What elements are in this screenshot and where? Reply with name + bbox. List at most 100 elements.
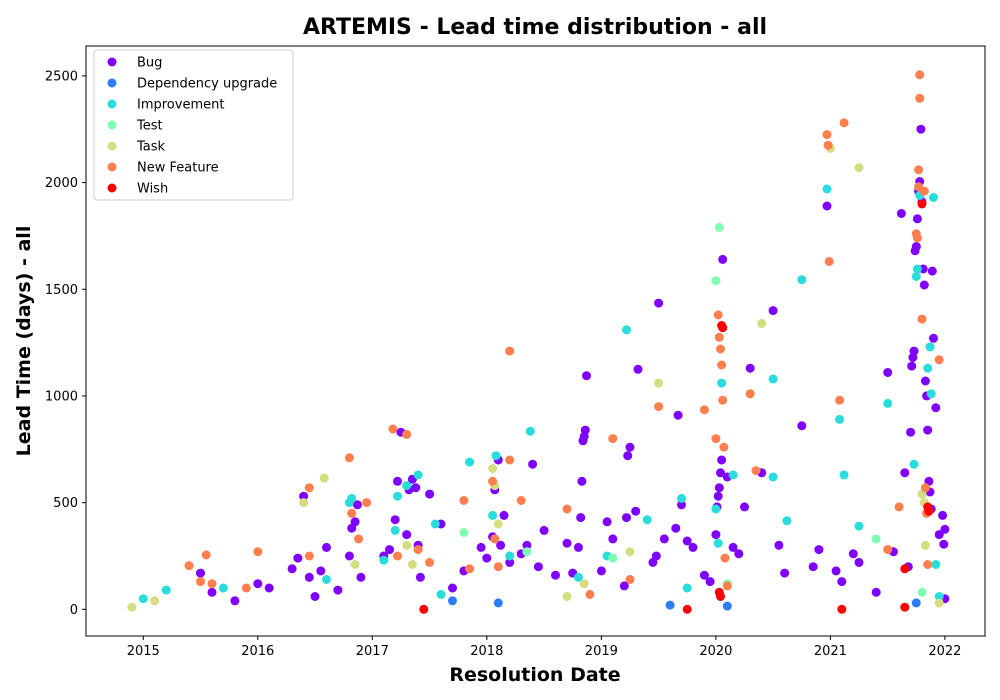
data-point [714, 222, 724, 232]
data-point [415, 572, 425, 582]
y-tick-label: 1000 [45, 389, 78, 404]
data-point [929, 333, 938, 343]
data-point [562, 504, 572, 514]
data-point [722, 601, 732, 611]
data-point [919, 280, 929, 290]
y-axis: 0 500 1000 1500 2000 2500 [45, 69, 86, 618]
legend-marker [107, 120, 117, 130]
data-point [551, 570, 560, 580]
data-point [728, 470, 738, 480]
data-point [713, 310, 723, 320]
data-point [407, 560, 417, 569]
data-point [705, 577, 715, 587]
data-point [347, 493, 357, 503]
data-point [402, 429, 412, 439]
data-point [493, 598, 503, 608]
plot-marks [127, 70, 950, 614]
data-point [671, 523, 681, 533]
data-point [915, 93, 925, 103]
data-point [253, 579, 263, 589]
data-point [631, 506, 641, 516]
x-tick-label: 2020 [699, 644, 732, 659]
data-point [934, 598, 944, 608]
data-point [516, 496, 526, 505]
legend-label: New Feature [137, 161, 219, 176]
data-point [150, 596, 160, 606]
data-point [393, 551, 402, 561]
data-point [925, 342, 935, 352]
legend-marker [107, 78, 117, 88]
data-point [906, 427, 916, 437]
data-point [920, 483, 930, 493]
plot-frame [85, 45, 986, 637]
data-point [924, 506, 934, 516]
data-point [711, 276, 721, 286]
data-point [900, 602, 910, 612]
data-point [419, 604, 429, 614]
data-point [577, 476, 587, 486]
data-point [493, 519, 503, 529]
data-point [923, 425, 933, 435]
data-point [522, 547, 532, 557]
x-tick-label: 2018 [470, 644, 503, 659]
data-point [720, 553, 730, 563]
legend: Bug Dependency upgrade Improvement Test Task… [93, 49, 294, 201]
data-point [316, 566, 326, 576]
data-point [448, 596, 457, 606]
x-tick-label: 2016 [241, 644, 274, 659]
data-point [934, 355, 944, 365]
data-point [782, 516, 792, 526]
data-point [493, 562, 503, 572]
data-point [911, 242, 921, 252]
data-point [896, 209, 906, 218]
data-point [608, 534, 618, 544]
data-point [362, 498, 372, 508]
data-point [287, 564, 297, 574]
data-point [682, 536, 692, 546]
x-tick-label: 2022 [928, 644, 961, 659]
data-point [934, 530, 944, 540]
data-point [718, 254, 728, 264]
data-point [907, 361, 917, 371]
data-point [580, 425, 590, 435]
data-point [717, 455, 727, 465]
data-point [562, 538, 572, 548]
data-point [436, 589, 446, 599]
data-point [654, 298, 664, 308]
data-point [929, 193, 938, 202]
legend-label: Wish [137, 182, 168, 197]
data-point [920, 376, 930, 386]
x-tick-label: 2021 [814, 644, 847, 659]
data-point [379, 555, 389, 565]
data-point [490, 534, 500, 544]
data-point [673, 410, 683, 420]
data-point [241, 583, 251, 593]
data-point [299, 491, 309, 501]
data-point [350, 517, 360, 527]
data-point [848, 549, 858, 559]
data-point [659, 534, 669, 544]
data-point [127, 602, 137, 612]
data-point [654, 402, 664, 412]
data-point [623, 451, 633, 461]
data-point [625, 547, 635, 557]
data-point [728, 542, 738, 552]
data-point [304, 551, 314, 561]
data-point [533, 562, 543, 572]
data-point [522, 540, 532, 550]
data-point [390, 515, 400, 525]
data-point [835, 395, 845, 405]
data-point [528, 459, 538, 469]
data-point [579, 579, 589, 589]
data-point [716, 468, 725, 478]
data-point [344, 551, 354, 561]
data-point [505, 551, 515, 561]
data-point [916, 124, 926, 134]
data-point [923, 363, 933, 373]
data-point [184, 561, 194, 571]
data-point [837, 604, 847, 614]
data-point [883, 398, 893, 408]
data-point [717, 360, 727, 370]
data-point [596, 566, 606, 576]
data-point [912, 214, 922, 224]
